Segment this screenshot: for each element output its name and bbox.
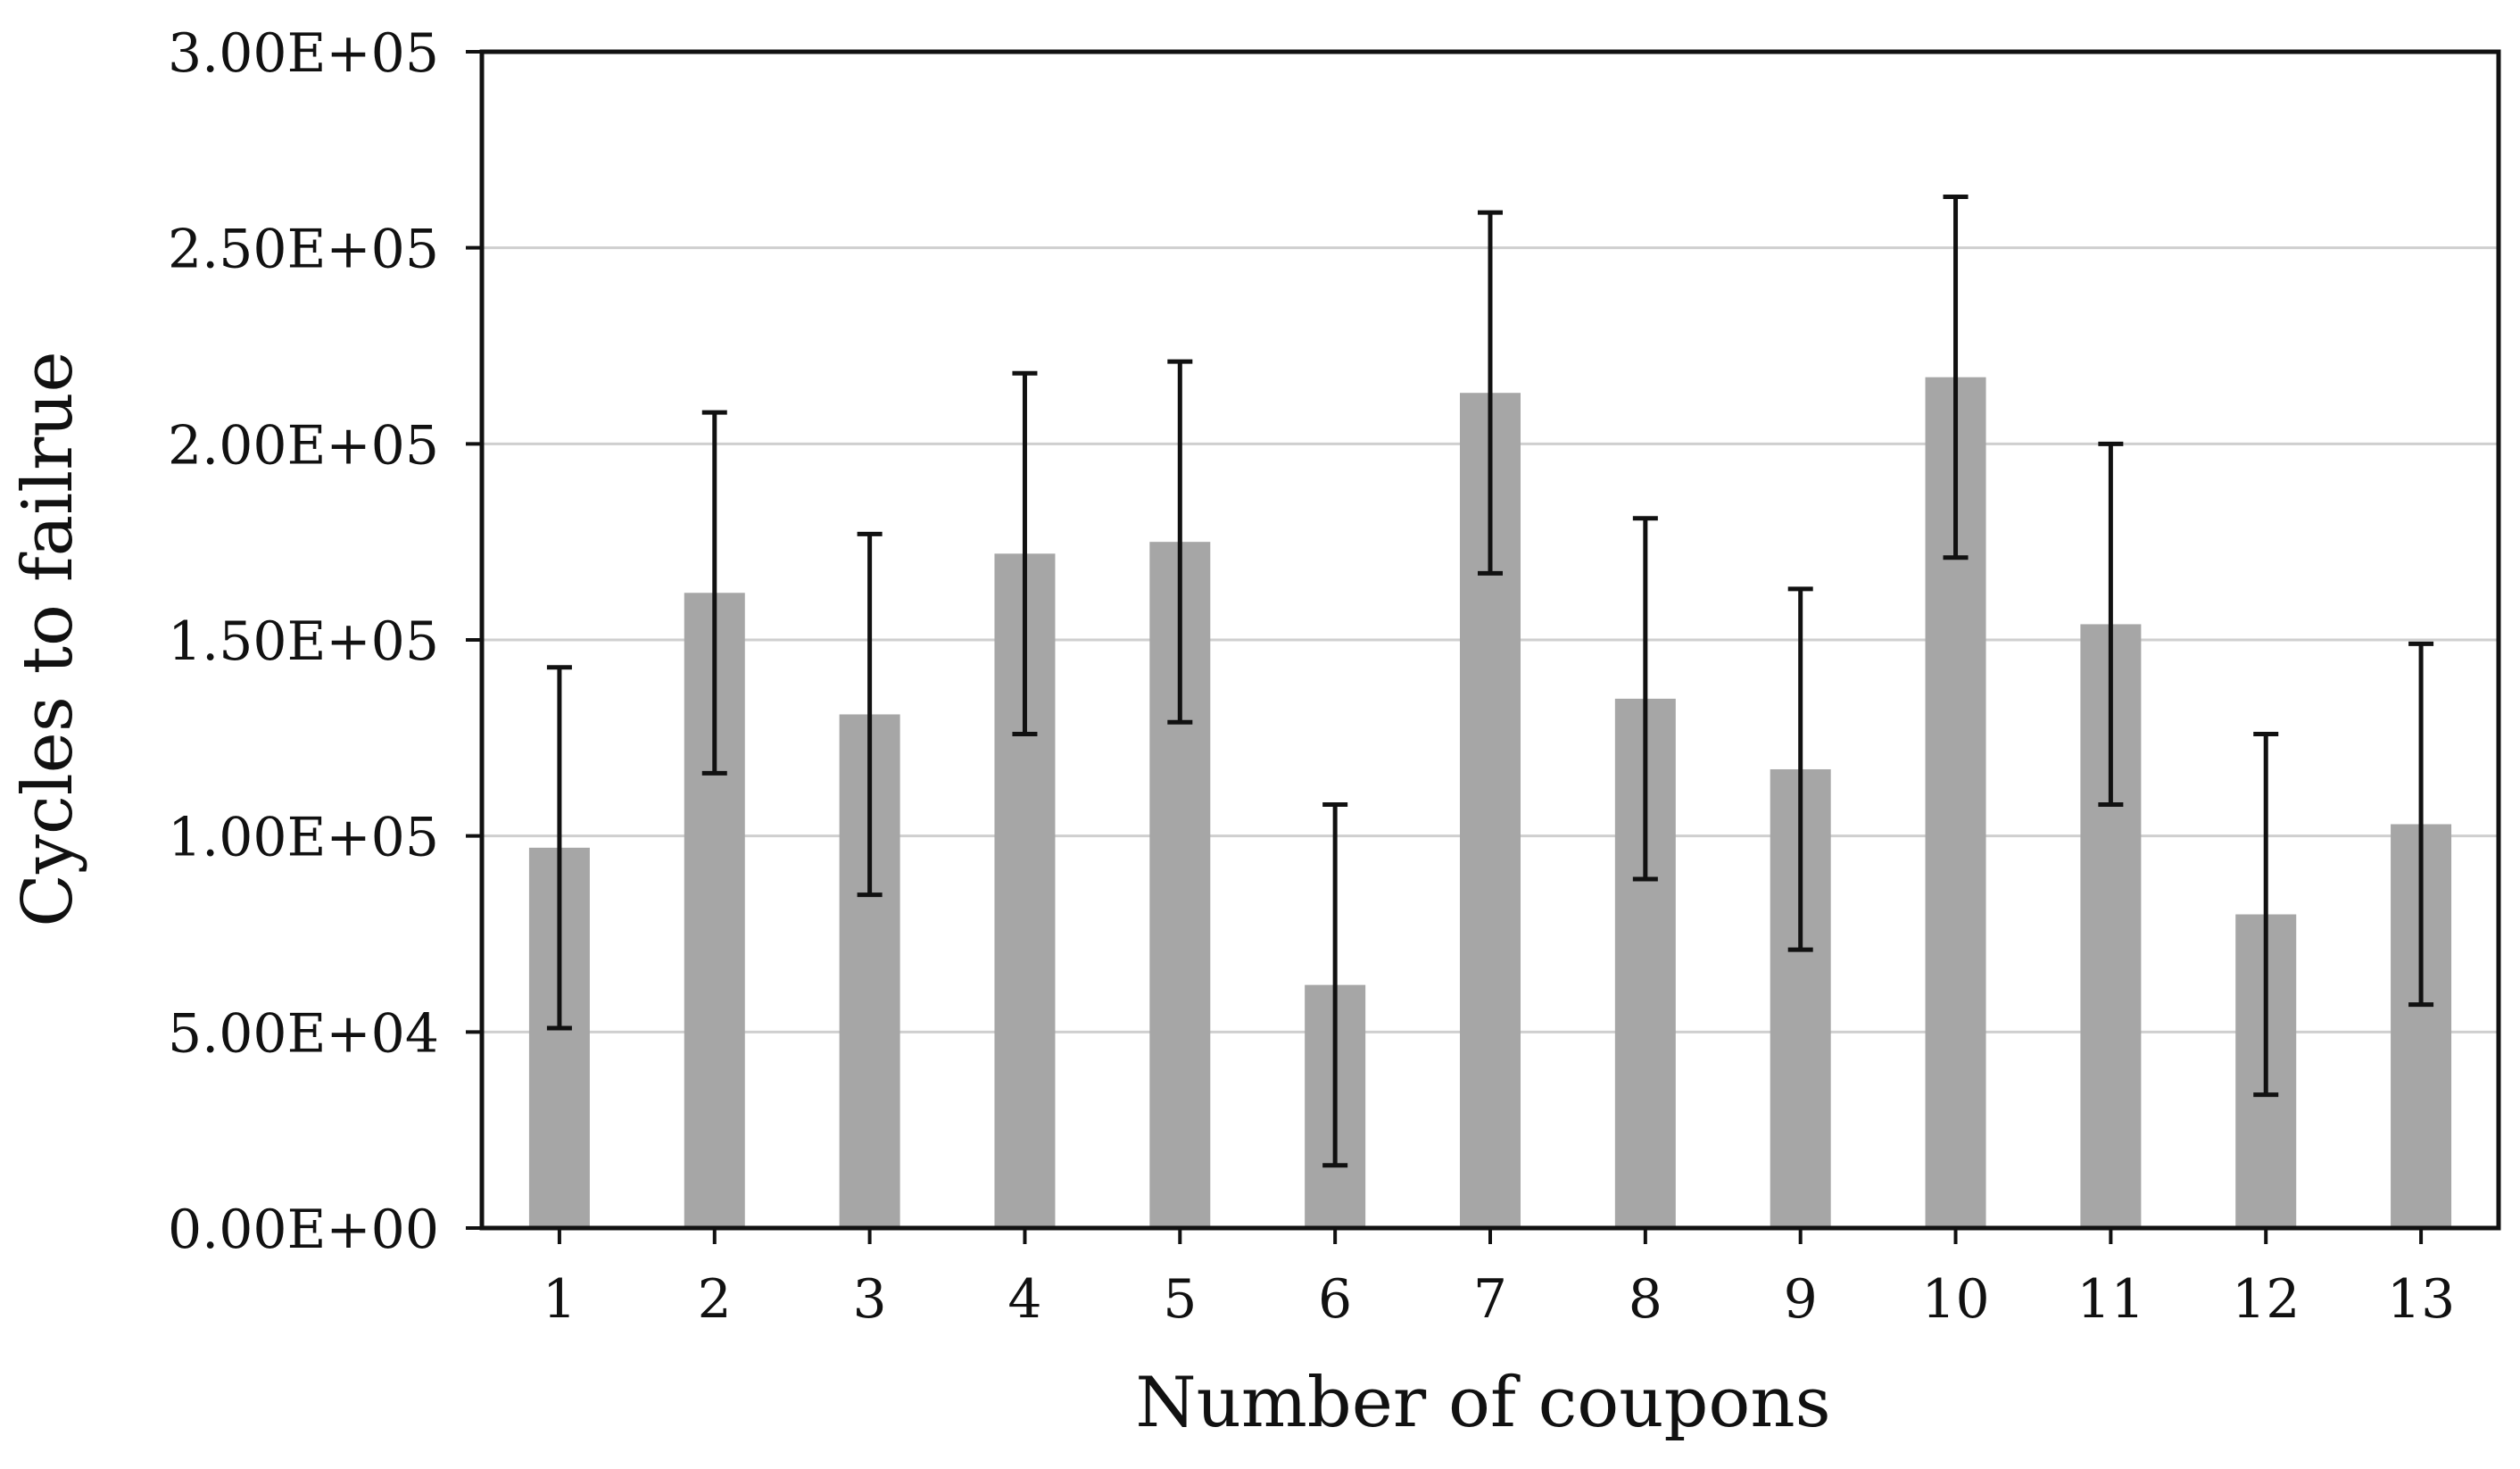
x-tick-label: 8 <box>1629 1268 1662 1331</box>
x-tick-label: 4 <box>1007 1268 1041 1331</box>
error-bars <box>546 195 2434 1168</box>
y-tick-label: 5.00E+04 <box>168 1002 439 1065</box>
axes <box>466 49 2501 1244</box>
y-tick-label: 2.00E+05 <box>168 414 439 477</box>
x-tick-labels: 1 2 3 4 5 6 7 8 9 10 11 12 13 <box>543 1268 2455 1331</box>
y-tick-label: 0.00E+00 <box>168 1199 439 1261</box>
y-axis-title: Cycles to failrue <box>8 351 88 926</box>
x-tick-label: 13 <box>2387 1268 2455 1331</box>
y-tick-label: 2.50E+05 <box>168 219 439 281</box>
bars <box>528 377 2452 1229</box>
x-tick-label: 9 <box>1784 1268 1818 1331</box>
y-tick-label: 3.00E+05 <box>168 22 439 85</box>
x-tick-label: 1 <box>543 1268 576 1331</box>
y-tick-label: 1.00E+05 <box>168 807 439 869</box>
x-tick-label: 11 <box>2077 1268 2144 1331</box>
y-tick-labels: 0.00E+00 5.00E+04 1.00E+05 1.50E+05 2.00E+05… <box>168 22 439 1261</box>
y-tick-label: 1.50E+05 <box>168 610 439 673</box>
x-tick-label: 7 <box>1473 1268 1507 1331</box>
x-tick-label: 2 <box>698 1268 732 1331</box>
x-tick-label: 5 <box>1163 1268 1197 1331</box>
plot-frame <box>479 49 2501 1231</box>
x-tick-label: 12 <box>2232 1268 2300 1331</box>
x-tick-label: 10 <box>1921 1268 1989 1331</box>
x-axis-title: Number of coupons <box>1135 1363 1830 1443</box>
x-tick-label: 6 <box>1318 1268 1352 1331</box>
x-tick-label: 3 <box>853 1268 887 1331</box>
